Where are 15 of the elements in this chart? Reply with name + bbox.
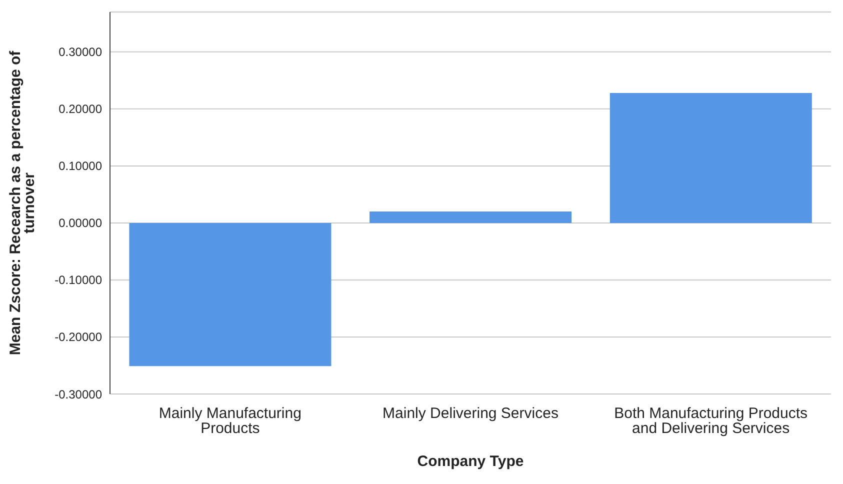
bar xyxy=(370,212,572,223)
y-axis-title: Mean Zscore: Recearch as a percentage of turnover xyxy=(7,50,38,356)
x-tick-label: Mainly Delivering Services xyxy=(382,405,558,422)
y-tick-label: 0.10000 xyxy=(58,159,102,174)
x-axis-title: Company Type xyxy=(417,453,524,470)
bar xyxy=(129,222,332,366)
y-tick-label: 0.30000 xyxy=(58,45,102,60)
x-tick-label: Both Manufacturing Products and Delivering Services xyxy=(614,405,808,437)
y-tick-label: -0.10000 xyxy=(54,273,102,288)
y-tick-label: 0.20000 xyxy=(58,102,102,116)
x-tick-label: Mainly Manufacturing Products xyxy=(158,405,302,437)
y-tick-label: -0.30000 xyxy=(54,387,102,402)
y-tick-label: 0.00000 xyxy=(58,216,102,230)
y-tick-label: -0.20000 xyxy=(54,330,102,344)
bar xyxy=(610,92,812,223)
